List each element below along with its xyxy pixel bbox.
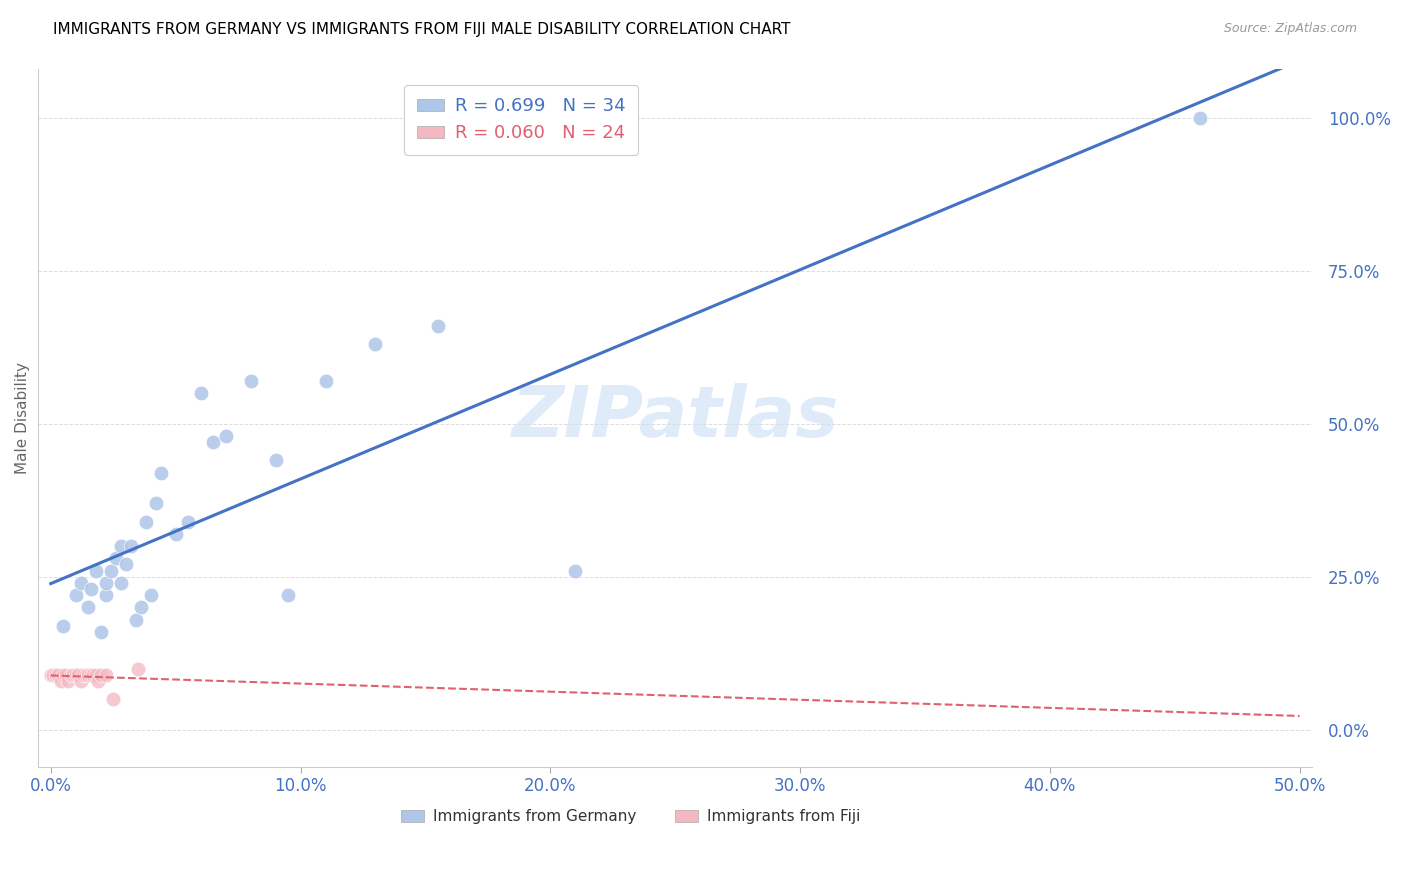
Point bbox=[1188, 111, 1211, 125]
Point bbox=[94, 575, 117, 590]
Point bbox=[190, 386, 212, 401]
Point bbox=[127, 662, 149, 676]
Point bbox=[135, 515, 157, 529]
Point bbox=[114, 558, 136, 572]
Y-axis label: Male Disability: Male Disability bbox=[15, 361, 30, 474]
Point bbox=[72, 667, 94, 681]
Point bbox=[49, 673, 72, 688]
Point bbox=[65, 588, 87, 602]
Point bbox=[42, 667, 65, 681]
Point bbox=[145, 496, 167, 510]
Point bbox=[364, 337, 387, 351]
Point bbox=[80, 582, 103, 596]
Point bbox=[110, 575, 132, 590]
Point bbox=[149, 466, 172, 480]
Point bbox=[84, 667, 107, 681]
Point bbox=[264, 453, 287, 467]
Point bbox=[67, 667, 90, 681]
Point bbox=[120, 539, 142, 553]
Point bbox=[59, 667, 82, 681]
Point bbox=[177, 515, 200, 529]
Text: Immigrants from Fiji: Immigrants from Fiji bbox=[707, 809, 860, 824]
Point bbox=[564, 564, 586, 578]
Point bbox=[277, 588, 299, 602]
Point bbox=[69, 575, 91, 590]
Point bbox=[69, 673, 91, 688]
Point bbox=[52, 667, 75, 681]
Point bbox=[65, 667, 87, 681]
Text: IMMIGRANTS FROM GERMANY VS IMMIGRANTS FROM FIJI MALE DISABILITY CORRELATION CHAR: IMMIGRANTS FROM GERMANY VS IMMIGRANTS FR… bbox=[53, 22, 792, 37]
Point bbox=[315, 374, 337, 388]
Point bbox=[77, 600, 100, 615]
Point bbox=[94, 588, 117, 602]
Point bbox=[90, 624, 112, 639]
Point bbox=[45, 667, 67, 681]
Point bbox=[239, 374, 262, 388]
Point bbox=[110, 539, 132, 553]
Point bbox=[426, 318, 449, 333]
Point bbox=[104, 551, 127, 566]
FancyBboxPatch shape bbox=[675, 810, 699, 822]
Point bbox=[46, 667, 69, 681]
Point bbox=[129, 600, 152, 615]
Point bbox=[100, 564, 122, 578]
Text: Source: ZipAtlas.com: Source: ZipAtlas.com bbox=[1223, 22, 1357, 36]
FancyBboxPatch shape bbox=[401, 810, 425, 822]
Point bbox=[165, 526, 187, 541]
Point bbox=[87, 673, 110, 688]
Point bbox=[214, 429, 236, 443]
Text: ZIPatlas: ZIPatlas bbox=[512, 383, 839, 452]
Point bbox=[90, 667, 112, 681]
Point bbox=[80, 667, 103, 681]
Point bbox=[103, 692, 125, 706]
Point bbox=[202, 435, 225, 450]
Text: Immigrants from Germany: Immigrants from Germany bbox=[433, 809, 637, 824]
Point bbox=[52, 618, 75, 632]
Point bbox=[75, 667, 97, 681]
Point bbox=[82, 667, 104, 681]
Point bbox=[58, 673, 80, 688]
Point bbox=[55, 667, 77, 681]
Point bbox=[139, 588, 162, 602]
Point bbox=[62, 667, 84, 681]
Legend: R = 0.699   N = 34, R = 0.060   N = 24: R = 0.699 N = 34, R = 0.060 N = 24 bbox=[404, 85, 638, 155]
Point bbox=[94, 667, 117, 681]
Point bbox=[77, 667, 100, 681]
Point bbox=[125, 613, 148, 627]
Point bbox=[84, 564, 107, 578]
Point bbox=[39, 667, 62, 681]
